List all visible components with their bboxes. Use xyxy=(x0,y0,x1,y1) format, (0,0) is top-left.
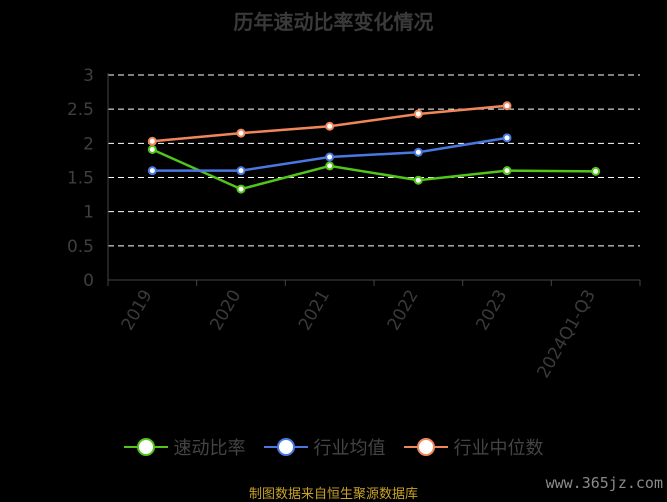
data-point xyxy=(236,184,246,194)
y-tick-label: 0.5 xyxy=(67,237,94,257)
data-point xyxy=(591,166,601,176)
series-line xyxy=(151,148,596,191)
data-point xyxy=(502,166,512,176)
y-tick-label: 1 xyxy=(83,203,94,223)
data-point xyxy=(147,144,157,154)
y-tick-label: 1.5 xyxy=(67,169,94,189)
legend-swatch-industry-median xyxy=(403,437,448,457)
data-point xyxy=(413,109,423,119)
legend-item-industry-mean[interactable]: 行业均值 xyxy=(263,434,386,460)
watermark: www.365jz.com xyxy=(545,474,663,492)
data-point xyxy=(325,161,335,171)
data-point xyxy=(413,147,423,157)
legend-swatch-quick-ratio xyxy=(123,437,168,457)
x-tick-label: 2020 xyxy=(206,287,245,334)
y-tick-label: 2 xyxy=(83,134,94,154)
legend-swatch-industry-mean xyxy=(263,437,308,457)
legend-label: 行业均值 xyxy=(313,438,386,459)
y-tick-label: 3 xyxy=(83,66,94,86)
legend-item-industry-median[interactable]: 行业中位数 xyxy=(403,434,544,460)
legend-label: 速动比率 xyxy=(173,438,246,459)
line-chart: 0 0.5 1 1.5 2 2.5 3 2019 2020 2021 2022 2023 2024Q1-… xyxy=(67,66,641,382)
x-tick-label: 2023 xyxy=(472,287,511,334)
data-point xyxy=(236,128,246,138)
data-point xyxy=(502,101,512,111)
legend-item-quick-ratio[interactable]: 速动比率 xyxy=(123,434,246,460)
y-tick-label: 0 xyxy=(83,271,94,291)
legend-label: 行业中位数 xyxy=(453,438,544,459)
x-tick-label: 2024Q1-Q3 xyxy=(533,287,600,382)
data-point xyxy=(413,175,423,185)
x-tick-label: 2021 xyxy=(295,287,334,334)
y-tick-label: 2.5 xyxy=(67,100,94,120)
data-point xyxy=(325,152,335,162)
x-tick-label: 2019 xyxy=(118,287,157,334)
data-point xyxy=(325,121,335,131)
data-point xyxy=(502,133,512,143)
source-note: 制图数据来自恒生聚源数据库 xyxy=(248,487,418,502)
data-point xyxy=(147,136,157,146)
legend: 速动比率 行业均值 行业中位数 xyxy=(0,434,667,460)
chart-title: 历年速动比率变化情况 xyxy=(233,10,434,34)
data-point xyxy=(147,166,157,176)
data-point xyxy=(236,166,246,176)
x-tick-label: 2022 xyxy=(384,287,423,334)
